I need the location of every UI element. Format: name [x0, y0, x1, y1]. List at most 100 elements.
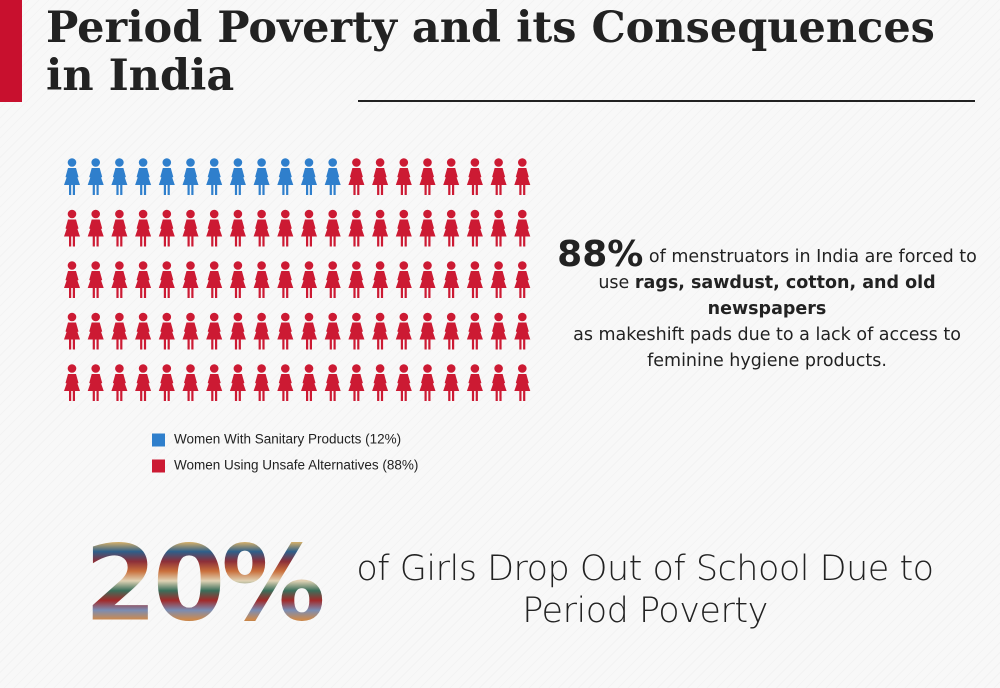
- legend-label: Women Using Unsafe Alternatives (88%): [174, 458, 418, 473]
- person-icon: [395, 261, 412, 298]
- icon-body: [301, 322, 317, 350]
- icon-body: [158, 374, 175, 401]
- icon-head: [257, 364, 266, 373]
- icon-head: [115, 158, 124, 167]
- icon-head: [162, 209, 172, 219]
- person-icon: [206, 261, 223, 298]
- person-icon: [87, 364, 104, 401]
- icon-body: [372, 374, 389, 401]
- person-icon: [443, 364, 460, 401]
- icon-head: [328, 312, 338, 322]
- icon-body: [324, 168, 341, 195]
- person-icon: [87, 312, 104, 350]
- icon-body: [514, 271, 531, 298]
- icon-head: [162, 312, 172, 322]
- person-icon: [206, 312, 223, 350]
- icon-body: [490, 322, 507, 350]
- icon-head: [115, 364, 124, 373]
- icon-head: [470, 209, 480, 219]
- icon-body: [372, 219, 389, 247]
- callout-text: use: [598, 273, 630, 293]
- icon-head: [494, 261, 503, 270]
- icon-body: [206, 322, 223, 350]
- icon-body: [348, 271, 365, 298]
- title-line: Period Poverty and its Consequences: [46, 3, 935, 53]
- icon-head: [352, 209, 361, 219]
- icon-body: [64, 168, 80, 195]
- person-icon: [253, 209, 270, 247]
- icon-body: [87, 374, 104, 401]
- icon-head: [518, 261, 527, 270]
- icon-head: [446, 261, 456, 270]
- big-stat-text: 20%: [85, 525, 322, 644]
- person-icon: [182, 364, 199, 401]
- icon-head: [138, 261, 148, 270]
- icon-head: [494, 364, 503, 373]
- icon-body: [419, 322, 436, 350]
- person-icon: [324, 209, 341, 247]
- person-icon: [206, 158, 223, 195]
- icon-body: [395, 168, 412, 195]
- icon-body: [277, 271, 294, 298]
- person-icon: [348, 364, 365, 401]
- person-icon: [182, 158, 199, 195]
- icon-body: [395, 374, 412, 401]
- icon-head: [186, 312, 195, 322]
- person-icon: [514, 209, 531, 247]
- legend-swatch: [152, 433, 165, 447]
- icon-head: [494, 158, 503, 167]
- icon-body: [466, 271, 483, 298]
- person-icon: [466, 364, 483, 401]
- person-icon: [206, 364, 223, 401]
- icon-body: [64, 271, 80, 298]
- icon-head: [115, 209, 124, 219]
- person-icon: [395, 364, 412, 401]
- person-icon: [419, 312, 436, 350]
- icon-head: [209, 312, 219, 322]
- person-icon: [348, 158, 365, 195]
- icon-body: [111, 168, 128, 195]
- person-icon: [514, 158, 531, 195]
- person-icon: [64, 312, 80, 350]
- icon-head: [304, 158, 314, 167]
- icon-head: [91, 158, 100, 167]
- icon-body: [372, 168, 389, 195]
- icon-head: [518, 158, 527, 167]
- person-icon: [372, 261, 389, 298]
- icon-body: [301, 374, 317, 401]
- icon-body: [324, 271, 341, 298]
- icon-head: [91, 312, 100, 322]
- icon-head: [67, 312, 77, 322]
- person-icon: [135, 364, 152, 401]
- icon-head: [470, 261, 480, 270]
- icon-head: [91, 209, 100, 219]
- icon-body: [395, 322, 412, 350]
- icon-head: [399, 364, 409, 373]
- icon-body: [466, 219, 483, 247]
- person-icon: [419, 209, 436, 247]
- pictogram-chart: Women With Sanitary Products (12%) Women …: [64, 158, 531, 473]
- icon-body: [182, 322, 199, 350]
- icon-body: [490, 168, 507, 195]
- icon-head: [257, 312, 266, 322]
- icon-head: [281, 364, 290, 373]
- icon-head: [281, 158, 290, 167]
- icon-body: [229, 168, 246, 195]
- icon-head: [304, 312, 314, 322]
- person-icon: [111, 158, 128, 195]
- icon-head: [423, 364, 432, 373]
- icon-body: [466, 168, 483, 195]
- icon-body: [277, 322, 294, 350]
- callout-text: of menstruators in India are forced to: [648, 247, 977, 267]
- icon-body: [277, 374, 294, 401]
- icon-head: [328, 158, 338, 167]
- person-icon: [277, 261, 294, 298]
- title-rule: [358, 100, 975, 102]
- icon-body: [443, 322, 460, 350]
- icon-body: [158, 322, 175, 350]
- icon-body: [135, 219, 152, 247]
- icon-body: [372, 271, 389, 298]
- icon-body: [348, 374, 365, 401]
- icon-head: [518, 209, 527, 219]
- icon-body: [87, 219, 104, 247]
